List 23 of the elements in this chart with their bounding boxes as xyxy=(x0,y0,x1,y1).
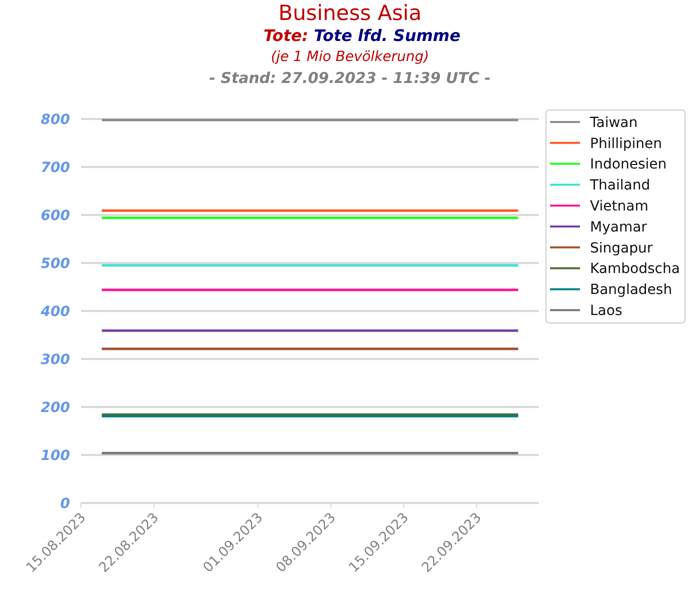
legend-label: Bangladesh xyxy=(590,282,672,298)
y-tick-label: 400 xyxy=(40,304,70,320)
legend-label: Taiwan xyxy=(589,114,638,131)
legend-label: Myamar xyxy=(590,219,648,236)
y-tick-label: 600 xyxy=(40,208,70,224)
y-tick-label: 100 xyxy=(40,448,70,464)
y-tick-label: 0 xyxy=(60,496,70,512)
y-tick-label: 200 xyxy=(40,400,70,416)
chart-subtitle: Tote: Tote lfd. Summe xyxy=(264,26,461,45)
y-tick-label: 500 xyxy=(40,256,70,272)
legend-label: Kambodscha xyxy=(590,261,680,278)
legend-label: Singapur xyxy=(590,240,653,256)
text: - Stand: 27.09.2023 - 11:39 UTC - xyxy=(209,69,491,87)
text: (je 1 Mio Bevölkerung) xyxy=(270,49,430,65)
legend-label: Indonesien xyxy=(590,156,667,173)
legend-label: Vietnam xyxy=(590,198,648,214)
y-tick-label: 300 xyxy=(40,352,70,368)
y-tick-label: 800 xyxy=(40,112,70,128)
legend-label: Phillipinen xyxy=(590,136,662,152)
legend-label: Thailand xyxy=(589,178,650,194)
chart-title: Business Asia xyxy=(278,1,422,25)
y-tick-label: 700 xyxy=(40,160,70,176)
legend-label: Laos xyxy=(590,303,622,319)
